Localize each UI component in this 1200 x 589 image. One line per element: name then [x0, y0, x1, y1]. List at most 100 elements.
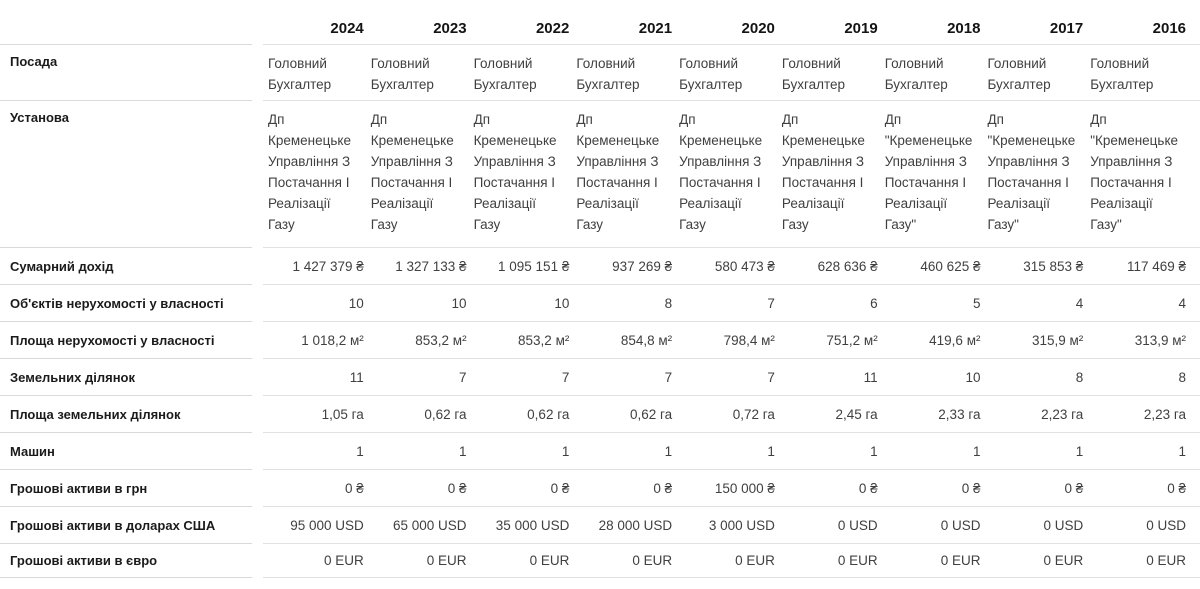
cash-uah-cell: 0 ₴ — [961, 480, 981, 496]
property-count-cell: 7 — [767, 295, 775, 311]
cash-uah-cell: 0 ₴ — [345, 480, 364, 496]
property-area-cell: 1 018,2 м² — [301, 332, 364, 348]
ustanova-cell: Дп "Кременецьке Управління З Постачання … — [987, 112, 1076, 232]
row-values-property-count: 10 10 10 8 7 6 5 4 4 — [263, 285, 1200, 322]
table-row-ustanova: Установа Дп Кременецьке Управління З Пост… — [0, 101, 1200, 248]
row-label-cash-uah: Грошові активи в грн — [0, 470, 252, 507]
table-row-cars: Машин 1 1 1 1 1 1 1 1 1 — [0, 433, 1200, 470]
property-area-cell: 854,8 м² — [620, 332, 673, 348]
cash-usd-cell: 0 USD — [940, 517, 981, 533]
land-area-cell: 2,45 га — [835, 406, 878, 422]
land-area-cell: 0,62 га — [527, 406, 570, 422]
cash-eur-cell: 0 EUR — [1043, 553, 1084, 568]
year-column-header: 2020 — [741, 20, 775, 37]
cash-usd-cell: 65 000 USD — [393, 517, 467, 533]
cash-eur-cell: 0 EUR — [324, 553, 364, 568]
property-area-cell: 798,4 м² — [723, 332, 775, 348]
year-column-header: 2019 — [844, 20, 878, 37]
income-cell: 1 427 379 ₴ — [292, 258, 364, 274]
cash-uah-cell: 0 ₴ — [1064, 480, 1084, 496]
property-area-cell: 313,9 м² — [1134, 332, 1187, 348]
cars-cell: 1 — [1178, 443, 1187, 459]
income-cell: 937 269 ₴ — [612, 258, 673, 274]
row-label-property-count: Об'єктів нерухомості у власності — [0, 285, 252, 322]
posada-cell: Головний Бухгалтер — [268, 56, 332, 92]
table-row-cash-eur: Грошові активи в євро 0 EUR 0 EUR 0 EUR 0 EU… — [0, 544, 1200, 578]
row-values-income: 1 427 379 ₴ 1 327 133 ₴ 1 095 151 ₴ 937 269… — [263, 248, 1200, 285]
income-cell: 580 473 ₴ — [714, 258, 775, 274]
table-row-land-area: Площа земельних ділянок 1,05 га 0,62 га 0,6… — [0, 396, 1200, 433]
cash-usd-cell: 95 000 USD — [290, 517, 364, 533]
cars-cell: 1 — [972, 443, 981, 459]
land-area-cell: 1,05 га — [321, 406, 364, 422]
property-area-cell: 419,6 м² — [929, 332, 981, 348]
posada-cell: Головний Бухгалтер — [679, 56, 743, 92]
cars-cell: 1 — [664, 443, 673, 459]
cash-uah-cell: 0 ₴ — [858, 480, 878, 496]
ustanova-cell: Дп Кременецьке Управління З Постачання І… — [370, 112, 454, 232]
cash-usd-cell: 0 USD — [1146, 517, 1187, 533]
income-cell: 460 625 ₴ — [920, 258, 981, 274]
posada-cell: Головний Бухгалтер — [781, 56, 846, 92]
land-count-cell: 8 — [1178, 369, 1187, 385]
land-area-cell: 2,33 га — [938, 406, 981, 422]
posada-cell: Головний Бухгалтер — [884, 56, 948, 92]
row-label-ustanova: Установа — [0, 101, 252, 248]
cash-usd-cell: 0 USD — [1043, 517, 1084, 533]
land-area-cell: 2,23 га — [1143, 406, 1187, 422]
cash-usd-cell: 28 000 USD — [598, 517, 673, 533]
property-area-cell: 853,2 м² — [518, 332, 570, 348]
row-values-land-count: 11 7 7 7 7 11 10 8 8 — [263, 359, 1200, 396]
cars-cell: 1 — [356, 443, 364, 459]
year-column-header: 2016 — [1152, 20, 1187, 37]
cars-cell: 1 — [561, 443, 570, 459]
income-cell: 315 853 ₴ — [1023, 258, 1084, 274]
property-count-cell: 5 — [972, 295, 981, 311]
row-label-cash-usd: Грошові активи в доларах США — [0, 507, 252, 544]
property-count-cell: 4 — [1075, 295, 1084, 311]
property-count-cell: 10 — [348, 295, 364, 311]
income-cell: 1 327 133 ₴ — [395, 258, 467, 274]
land-count-cell: 11 — [349, 369, 364, 385]
ustanova-cell: Дп Кременецьке Управління З Постачання І… — [473, 112, 557, 232]
property-area-cell: 751,2 м² — [826, 332, 878, 348]
table-row-property-area: Площа нерухомості у власності 1 018,2 м² 8… — [0, 322, 1200, 359]
cash-uah-cell: 0 ₴ — [653, 480, 673, 496]
cars-cell: 1 — [767, 443, 775, 459]
posada-cell: Головний Бухгалтер — [473, 56, 537, 92]
table-row-cash-usd: Грошові активи в доларах США 95 000 USD 65… — [0, 507, 1200, 544]
land-count-cell: 7 — [561, 369, 570, 385]
cash-uah-cell: 150 000 ₴ — [714, 480, 775, 496]
property-count-cell: 10 — [451, 295, 467, 311]
land-count-cell: 8 — [1075, 369, 1084, 385]
posada-cell: Головний Бухгалтер — [370, 56, 434, 92]
row-label-land-area: Площа земельних ділянок — [0, 396, 252, 433]
property-count-cell: 8 — [664, 295, 673, 311]
year-header-cells: 2024 2023 2022 2021 2020 2019 2018 2017 2016 — [263, 0, 1200, 45]
ustanova-cell: Дп Кременецьке Управління З Постачання І… — [679, 112, 763, 232]
row-values-ustanova: Дп Кременецьке Управління З Постачання І… — [263, 101, 1200, 248]
table-body: Посада Головний Бухгалтер Головний Бухгалт… — [0, 45, 1200, 578]
cash-eur-cell: 0 EUR — [735, 553, 775, 568]
table-row-posada: Посада Головний Бухгалтер Головний Бухгалт… — [0, 45, 1200, 101]
table-row-land-count: Земельних ділянок 11 7 7 7 7 11 10 8 8 — [0, 359, 1200, 396]
property-count-cell: 4 — [1178, 295, 1187, 311]
cash-usd-cell: 0 USD — [837, 517, 878, 533]
posada-cell: Головний Бухгалтер — [1090, 56, 1154, 92]
ustanova-cell: Дп Кременецьке Управління З Постачання І… — [268, 112, 351, 232]
land-count-cell: 7 — [459, 369, 467, 385]
row-values-land-area: 1,05 га 0,62 га 0,62 га 0,62 га 0,72 га 2,45 … — [263, 396, 1200, 433]
year-header-row: 2024 2023 2022 2021 2020 2019 2018 2017 2016 — [0, 0, 1200, 45]
row-label-property-area: Площа нерухомості у власності — [0, 322, 252, 359]
land-area-cell: 2,23 га — [1041, 406, 1084, 422]
ustanova-cell: Дп "Кременецьке Управління З Постачання … — [1090, 112, 1179, 232]
ustanova-cell: Дп Кременецьке Управління З Постачання І… — [576, 112, 660, 232]
income-cell: 628 636 ₴ — [817, 258, 878, 274]
year-column-header: 2023 — [433, 20, 467, 37]
cash-eur-cell: 0 EUR — [837, 553, 878, 568]
cash-uah-cell: 0 ₴ — [550, 480, 570, 496]
cash-usd-cell: 35 000 USD — [495, 517, 570, 533]
posada-cell: Головний Бухгалтер — [576, 56, 640, 92]
row-values-cash-usd: 95 000 USD 65 000 USD 35 000 USD 28 000 USD… — [263, 507, 1200, 544]
year-column-header: 2022 — [535, 20, 570, 37]
